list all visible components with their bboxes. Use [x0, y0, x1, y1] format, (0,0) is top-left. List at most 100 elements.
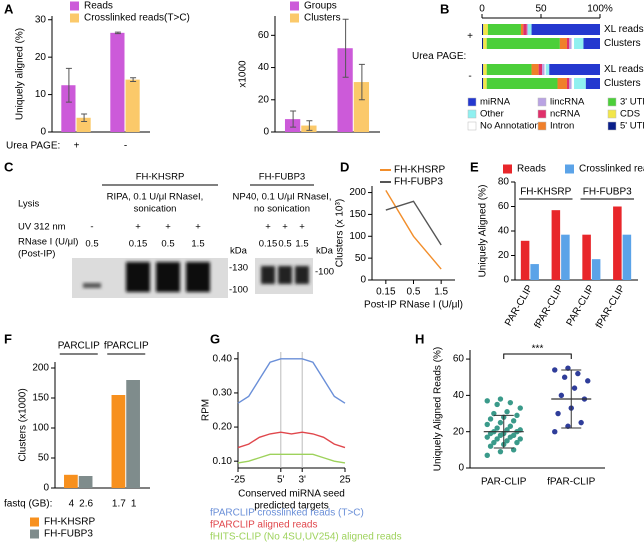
y-tick-label: 0.20 — [213, 422, 233, 433]
bar — [353, 82, 370, 132]
point — [504, 409, 510, 415]
gel-label: kDa — [316, 246, 334, 257]
point — [510, 418, 517, 424]
gel-label: -130 — [229, 263, 248, 274]
panel-label: C — [4, 159, 14, 174]
gel-label: sonication — [134, 204, 177, 215]
bar — [78, 476, 93, 488]
panel-label: D — [340, 159, 349, 174]
line — [385, 200, 442, 246]
bar-segment — [585, 78, 600, 89]
gel-label: (Post-IP) — [18, 249, 55, 260]
band — [278, 266, 292, 284]
legend-swatch — [607, 121, 617, 131]
gel-label: 1.5 — [191, 239, 204, 250]
y-tick-label: 30 — [35, 14, 47, 25]
point — [497, 419, 504, 426]
x-tick-label: 50 — [535, 4, 547, 15]
bar-segment — [486, 64, 532, 75]
y-tick-label: 60 — [498, 201, 510, 212]
category-label: PAR-CLIP — [503, 283, 535, 328]
panel-label: H — [415, 331, 424, 346]
y-tick-label: 50 — [355, 253, 367, 264]
category-label: fPAR-CLIP — [547, 477, 595, 488]
legend-swatch — [30, 529, 39, 539]
y-tick-label: 100 — [32, 423, 49, 434]
x-tick-label: 3' — [298, 475, 306, 486]
y-tick-label: 40 — [258, 62, 270, 73]
gel-label: + — [299, 222, 305, 233]
legend-label: Intron — [550, 121, 574, 132]
gel-label: 0.5 — [85, 239, 98, 250]
y-tick-label: 0 — [43, 483, 49, 494]
bar-segment — [483, 24, 488, 35]
category-label: XL reads — [604, 64, 644, 75]
legend-swatch — [467, 121, 477, 131]
legend-label: CDS — [620, 109, 640, 120]
y-tick-label: 50 — [38, 453, 50, 464]
y-tick-label: 10 — [35, 89, 47, 100]
category-label: PAR-CLIP — [565, 283, 597, 328]
category-label: PAR-CLIP — [481, 477, 527, 488]
bar-segment — [523, 24, 527, 35]
legend-label: Reads — [517, 164, 546, 175]
line — [385, 190, 442, 270]
gel-label: 0.15 — [259, 239, 278, 250]
legend-swatch — [467, 97, 477, 107]
y-tick-label: 40 — [453, 390, 465, 401]
x-tick-label: 0.5 — [407, 287, 421, 298]
bar-segment — [545, 64, 550, 75]
bar — [530, 264, 539, 280]
legend-label: Groups — [304, 1, 337, 12]
legend-swatch — [503, 164, 512, 174]
legend-label: Clusters — [304, 13, 341, 24]
legend-swatch — [607, 109, 617, 119]
line — [237, 358, 346, 404]
y-tick-label: 60 — [258, 30, 270, 41]
gel-label: + — [135, 222, 141, 233]
category-label: fPARCLIP — [104, 341, 149, 352]
point — [484, 434, 490, 440]
y-axis-label: Clusters (x1000) — [18, 388, 29, 461]
bar-segment — [483, 38, 487, 49]
point — [487, 443, 494, 449]
x-axis-label: Urea PAGE: — [6, 141, 60, 152]
legend-label: Crosslinked reads — [579, 164, 644, 175]
legend-label: FH-KHSRP — [394, 165, 445, 176]
error-bar — [130, 77, 137, 82]
y-tick-label: 0 — [458, 463, 464, 474]
bar — [61, 85, 76, 132]
point — [484, 421, 490, 428]
y-tick-label: 0.40 — [213, 353, 233, 364]
point — [497, 448, 504, 455]
y-tick-label: 20 — [35, 52, 47, 63]
band — [126, 262, 150, 292]
y-tick-label: 80 — [498, 177, 510, 188]
legend-label: FH-FUBP3 — [44, 529, 93, 540]
y-tick-label: 0 — [40, 127, 46, 138]
point — [507, 399, 514, 406]
band — [186, 262, 210, 292]
gel-label: 0.5 — [278, 239, 291, 250]
point — [571, 385, 578, 391]
error-bar — [81, 113, 88, 123]
bar-segment — [574, 78, 586, 89]
point — [497, 396, 504, 402]
x-tick-label: 0.15 — [376, 287, 396, 298]
bar — [76, 117, 91, 132]
bar-segment — [571, 38, 575, 49]
significance-bracket — [503, 353, 572, 359]
legend-label: lincRNA — [550, 97, 585, 108]
legend-swatch — [70, 1, 79, 11]
point — [494, 401, 500, 408]
band — [156, 262, 180, 292]
x-tick-label: 25 — [339, 475, 351, 486]
category-label: Clusters — [604, 38, 641, 49]
legend-swatch — [290, 13, 299, 23]
group-title: Urea PAGE: — [412, 51, 466, 62]
point — [504, 438, 510, 444]
bar-segment — [566, 38, 570, 49]
bar-segment — [531, 24, 600, 35]
y-tick-label: 20 — [498, 250, 510, 261]
gel-label: Lysis — [18, 199, 40, 210]
